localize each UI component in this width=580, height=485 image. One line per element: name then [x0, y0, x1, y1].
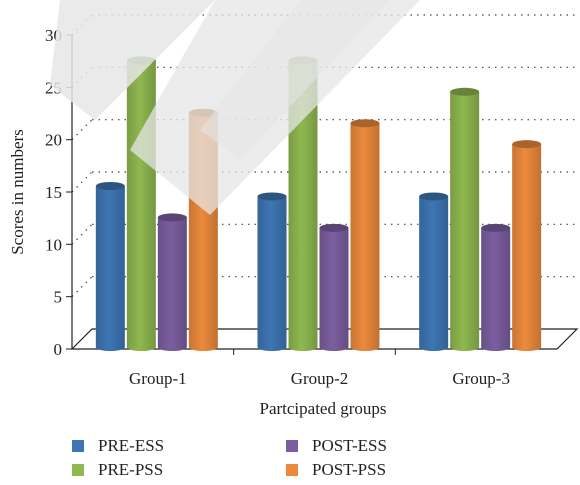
bar-top: [350, 119, 380, 128]
gridline-depth: [71, 14, 93, 36]
legend-label-pre-pss: PRE-PSS: [98, 460, 164, 479]
x-tick-label: Group-3: [452, 369, 510, 388]
bar-body: [126, 60, 156, 351]
bar: [157, 213, 187, 351]
bar-top: [95, 182, 125, 190]
legend: PRE-ESS PRE-PSS POST-ESS POST-PSS: [72, 436, 492, 484]
bar-body: [257, 196, 287, 351]
bar-top: [512, 140, 542, 149]
legend-item-post-pss: POST-PSS: [286, 460, 386, 480]
bar: [95, 182, 125, 351]
bar: [126, 56, 156, 351]
tick-labels: 0 5 10 15 20 25 30 Group-1 Group-2 Group-3: [45, 26, 510, 388]
legend-swatch-pre-ess: [72, 440, 84, 452]
bar-body: [481, 227, 511, 351]
bar-body: [512, 144, 542, 351]
y-tick-label: 5: [54, 288, 63, 307]
bar-body: [288, 60, 318, 352]
x-axis-title: Partcipated groups: [260, 399, 387, 418]
bar: [257, 192, 287, 351]
legend-label-pre-ess: PRE-ESS: [98, 436, 165, 455]
y-tick-label: 15: [45, 183, 62, 202]
bar-body: [350, 123, 380, 351]
bar-top: [481, 223, 511, 232]
bar: [512, 140, 542, 351]
legend-swatch-post-ess: [286, 440, 298, 452]
gridline-depth: [71, 223, 93, 245]
bar: [288, 56, 318, 352]
bar-top: [188, 108, 218, 117]
bar: [350, 119, 380, 351]
bar-top: [157, 213, 187, 222]
bar-top: [319, 223, 349, 232]
bar-body: [95, 186, 125, 351]
y-tick-label: 25: [45, 78, 62, 97]
legend-swatch-pre-pss: [72, 464, 84, 476]
bar-top: [126, 56, 156, 65]
y-tick-label: 10: [45, 235, 62, 254]
legend-label-post-pss: POST-PSS: [312, 460, 387, 479]
y-axis-title: Scores in numbers: [8, 129, 27, 255]
bar-body: [419, 196, 449, 351]
bars: [95, 56, 542, 352]
legend-item-pre-pss: PRE-PSS: [72, 460, 163, 480]
legend-label-post-ess: POST-ESS: [312, 436, 387, 455]
gridline-depth: [71, 276, 93, 298]
y-tick-label: 20: [45, 131, 62, 150]
y-tick-label: 30: [45, 26, 62, 45]
bar-top: [257, 192, 287, 201]
gridline-depth: [71, 66, 93, 88]
gridline-depth: [71, 119, 93, 141]
bar-top: [450, 87, 480, 96]
x-tick-label: Group-2: [291, 369, 349, 388]
bar-body: [188, 112, 218, 351]
bar-top: [419, 192, 449, 201]
bar-body: [157, 217, 187, 351]
bar: [481, 223, 511, 351]
bar: [319, 223, 349, 351]
gridline-depth: [71, 171, 93, 193]
legend-swatch-post-pss: [286, 464, 298, 476]
legend-item-post-ess: POST-ESS: [286, 436, 387, 456]
bar: [450, 87, 480, 351]
x-tick-label: Group-1: [129, 369, 187, 388]
bar: [188, 108, 218, 351]
y-tick-label: 0: [54, 340, 63, 359]
bar-body: [450, 91, 480, 351]
bar-top: [288, 56, 318, 65]
bar: [419, 192, 449, 351]
bar-body: [319, 227, 349, 351]
legend-item-pre-ess: PRE-ESS: [72, 436, 164, 456]
